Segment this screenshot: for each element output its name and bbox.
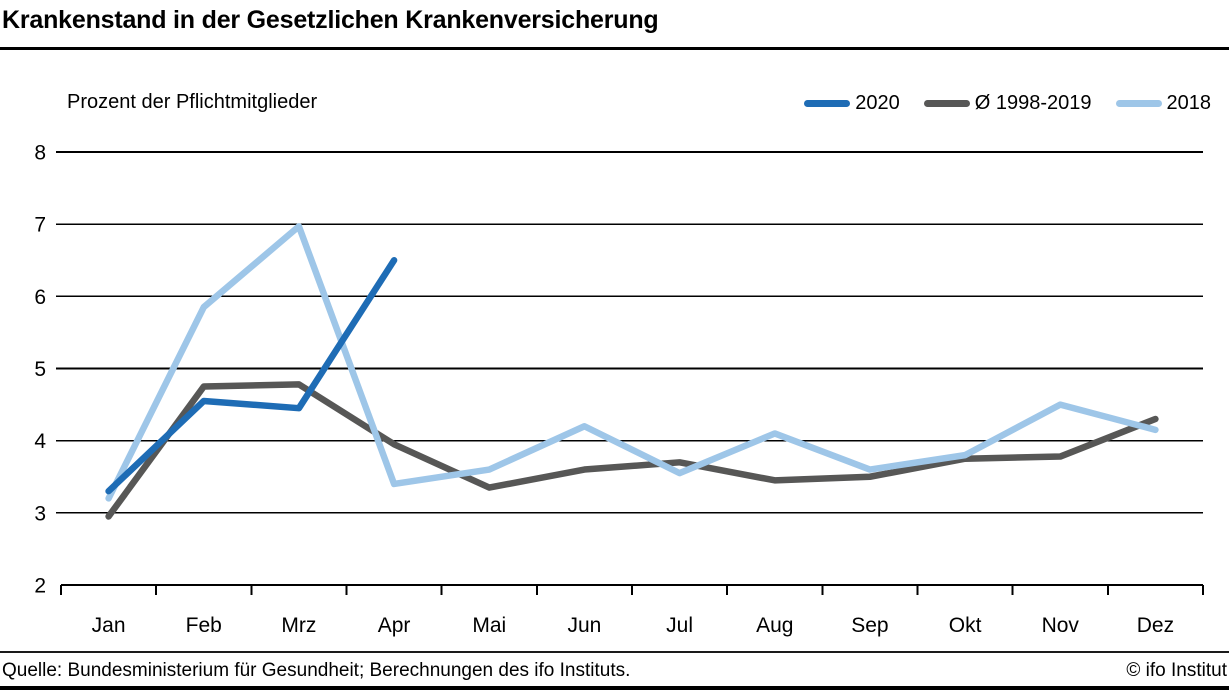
x-axis-tick-label: Jan [92, 614, 126, 637]
x-axis-tick-label: Nov [1042, 614, 1080, 637]
legend-item-2020: 2020 [804, 92, 900, 115]
y-axis-tick-label: 3 [34, 502, 46, 525]
y-axis-tick-label: 7 [34, 214, 46, 237]
y-axis-tick-label: 4 [34, 430, 46, 453]
legend: 2020 Ø 1998-2019 2018 [804, 92, 1211, 115]
y-axis-tick-label: 8 [34, 142, 46, 165]
y-axis-unit-label: Prozent der Pflichtmitglieder [67, 91, 318, 113]
source-note: Quelle: Bundesministerium für Gesundheit… [2, 660, 631, 681]
page-title: Krankenstand in der Gesetzlichen Kranken… [2, 6, 659, 34]
x-axis-tick-label: Jun [567, 614, 601, 637]
series-line-2020 [105, 257, 398, 495]
legend-item-2018: 2018 [1115, 92, 1212, 115]
legend-item-avg-1998-2019: Ø 1998-2019 [923, 92, 1092, 115]
x-axis-tick-label: Okt [949, 614, 982, 637]
line-swatch-icon [1115, 100, 1162, 107]
y-axis-tick-label: 5 [34, 358, 46, 381]
x-axis-tick-label: Mrz [281, 614, 316, 637]
x-axis-tick-label: Feb [186, 614, 222, 637]
footer-divider [0, 651, 1229, 653]
x-axis-tick-label: Sep [851, 614, 888, 637]
credit-note: © ifo Institut [1126, 660, 1227, 681]
y-axis-tick-label: 6 [34, 286, 46, 309]
series-line-2018 [105, 223, 1159, 502]
series-line-avg-1998-2019 [105, 381, 1159, 520]
line-swatch-icon [804, 100, 851, 107]
title-divider [0, 47, 1229, 50]
legend-label: 2020 [855, 92, 900, 114]
bottom-rule [0, 686, 1229, 690]
y-axis-tick-label: 2 [34, 575, 46, 598]
x-axis-tick-label: Aug [756, 614, 793, 637]
legend-label: Ø 1998-2019 [974, 92, 1092, 114]
x-axis-tick-label: Jul [666, 614, 693, 637]
x-axis-tick-label: Mai [472, 614, 506, 637]
x-axis-tick-label: Dez [1137, 614, 1174, 637]
legend-label: 2018 [1166, 92, 1212, 114]
line-swatch-icon [923, 100, 970, 107]
x-axis-tick-label: Apr [378, 614, 411, 637]
